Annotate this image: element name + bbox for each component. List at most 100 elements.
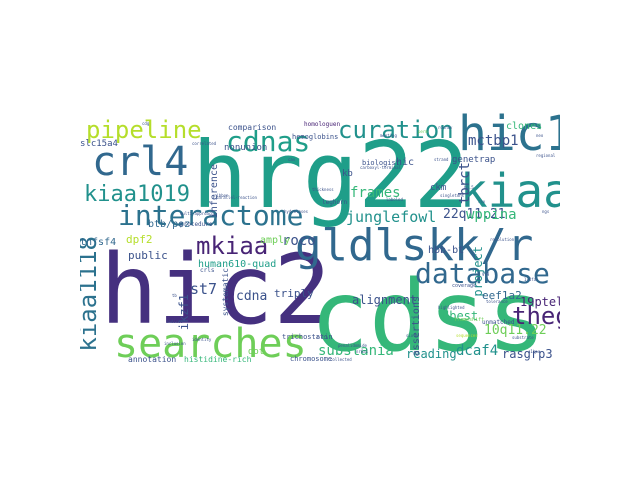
cloud-word: neo bbox=[536, 133, 544, 138]
cloud-word: hydrolases bbox=[284, 209, 309, 214]
cloud-word: searches bbox=[114, 321, 307, 367]
cloud-word: systematic bbox=[221, 268, 230, 317]
cloud-word: dpf2 bbox=[126, 233, 153, 246]
cloud-word: public bbox=[128, 249, 168, 262]
cloud-word: gldlskk/r bbox=[295, 220, 534, 271]
cloud-word: ikzf1 bbox=[177, 294, 191, 331]
cloud-word: genetrap bbox=[452, 155, 496, 165]
cloud-word: hic2 bbox=[100, 234, 332, 346]
cloud-word: perm bbox=[418, 129, 428, 134]
cloud-word: kiaa bbox=[460, 164, 560, 218]
cloud-word: 10q11.22 bbox=[484, 323, 547, 338]
cloud-word: resolution bbox=[490, 237, 515, 242]
cloud-word: eef1a2 bbox=[482, 289, 522, 302]
cloud-word: frameshift bbox=[454, 317, 485, 323]
cloud-word: chromosome bbox=[290, 355, 333, 363]
cloud-word: histidine-rich bbox=[184, 355, 252, 364]
cloud-word: crl4 bbox=[92, 139, 189, 185]
cloud-word: dcaf4 bbox=[456, 343, 499, 359]
cloud-word: sixth bbox=[406, 333, 419, 338]
cloud-word: rosnav bbox=[438, 125, 453, 130]
cloud-word: singletons bbox=[440, 193, 465, 198]
cloud-word: substrate bbox=[512, 335, 534, 340]
cloud-word: procedure bbox=[180, 221, 213, 228]
cloud-word: cdna bbox=[236, 289, 268, 304]
cloud-word: btb/poz bbox=[148, 219, 191, 230]
cloud-word: nonunion bbox=[224, 143, 268, 153]
cloud-word: database bbox=[415, 257, 550, 290]
cloud-word: leghorn bbox=[322, 199, 348, 206]
cloud-word: indices bbox=[166, 319, 183, 324]
cloud-word: sequences bbox=[456, 333, 478, 338]
cloud-word: 1-6fa bbox=[316, 335, 329, 340]
cloud-word: dot bbox=[248, 347, 265, 357]
cloud-word: triply bbox=[274, 287, 314, 300]
cloud-word: identity bbox=[192, 337, 212, 342]
cloud-word: interactome bbox=[118, 199, 304, 232]
cloud-word: thickness bbox=[312, 187, 334, 192]
cloud-word: reading bbox=[406, 347, 457, 361]
cloud-word: highlighted bbox=[438, 305, 465, 310]
cloud-word: kiaa1019 bbox=[84, 182, 190, 207]
cloud-word: theg bbox=[512, 302, 560, 330]
cloud-word: ribbon bbox=[214, 193, 229, 198]
cloud-word: st7 bbox=[190, 280, 218, 298]
cloud-word: 1-4fa bbox=[524, 277, 537, 282]
cloud-word: labeled bbox=[386, 197, 403, 202]
cloud-word: cdss bbox=[310, 260, 547, 370]
cloud-word: hic1 bbox=[458, 110, 560, 162]
cloud-word: collected bbox=[330, 357, 352, 362]
cloud-word: hemoglobins bbox=[292, 133, 339, 141]
cloud-word: tolerance bbox=[486, 299, 508, 304]
cloud-word: rsv bbox=[478, 199, 486, 204]
cloud-word: curation bbox=[338, 116, 454, 144]
cloud-word: 19ptel bbox=[520, 295, 560, 309]
cloud-word: meeting bbox=[380, 133, 397, 138]
cloud-word: biologist bbox=[362, 159, 400, 167]
cloud-word: carboxyl-terminal bbox=[360, 165, 401, 170]
cloud-word: dbest bbox=[442, 309, 479, 323]
cloud-word: h6.5 bbox=[464, 185, 474, 190]
cloud-word: junglefowl bbox=[346, 208, 437, 226]
cloud-word: rasgrp3 bbox=[502, 347, 553, 361]
cloud-word: ngs bbox=[542, 209, 550, 214]
cloud-word: amply bbox=[260, 235, 291, 246]
cloud-word: coverage bbox=[452, 283, 477, 289]
cloud-word: cav bbox=[288, 157, 296, 162]
cloud-word: cdg bbox=[142, 121, 150, 126]
cloud-word: multi-approach bbox=[180, 211, 214, 216]
cloud-word: hic bbox=[396, 157, 415, 168]
cloud-word: wppina bbox=[466, 207, 517, 223]
cloud-word: correlated bbox=[192, 141, 217, 146]
cloud-word: human610-quad bbox=[198, 259, 277, 270]
cloud-word: kb bbox=[342, 169, 353, 179]
cloud-word: roco bbox=[282, 233, 316, 249]
cloud-word: assertions bbox=[411, 296, 422, 357]
cloud-word: inclusion bbox=[164, 341, 186, 346]
cloud-word: mkiaa bbox=[196, 232, 269, 260]
cloud-word: slc15a4 bbox=[80, 139, 118, 149]
cloud-word: clones bbox=[506, 121, 543, 132]
cloud-word: annotation bbox=[128, 355, 177, 364]
cloud-word: parallel-reaction bbox=[216, 195, 257, 200]
cloud-word: gvg bbox=[482, 271, 490, 276]
cloud-word: tnfsf4 bbox=[80, 237, 117, 248]
cloud-word: hrg22 bbox=[192, 122, 469, 229]
cloud-word: ckm bbox=[430, 183, 447, 193]
cloud-word: hbb-bt bbox=[428, 245, 465, 256]
cloud-word: comparison bbox=[228, 123, 277, 132]
cloud-word: tb bbox=[172, 293, 177, 298]
cloud-word: homologuen bbox=[304, 121, 341, 128]
cloud-word: alignment bbox=[352, 293, 418, 307]
cloud-word: kiaa1118 bbox=[80, 236, 102, 352]
cloud-word: strand bbox=[434, 157, 449, 162]
cloud-word: 22q11.21 bbox=[443, 207, 506, 222]
cloud-word: unmatched bbox=[482, 319, 515, 326]
cloud-word: cdnas bbox=[226, 125, 311, 158]
cloud-word: trichostatin bbox=[282, 333, 333, 341]
cloud-word: penalidomide bbox=[338, 343, 367, 348]
cloud-word: pipeline bbox=[86, 116, 202, 144]
cloud-word: crls bbox=[200, 267, 215, 274]
cloud-word: substania bbox=[318, 343, 394, 359]
cloud-word: mctbp1 bbox=[468, 133, 519, 149]
